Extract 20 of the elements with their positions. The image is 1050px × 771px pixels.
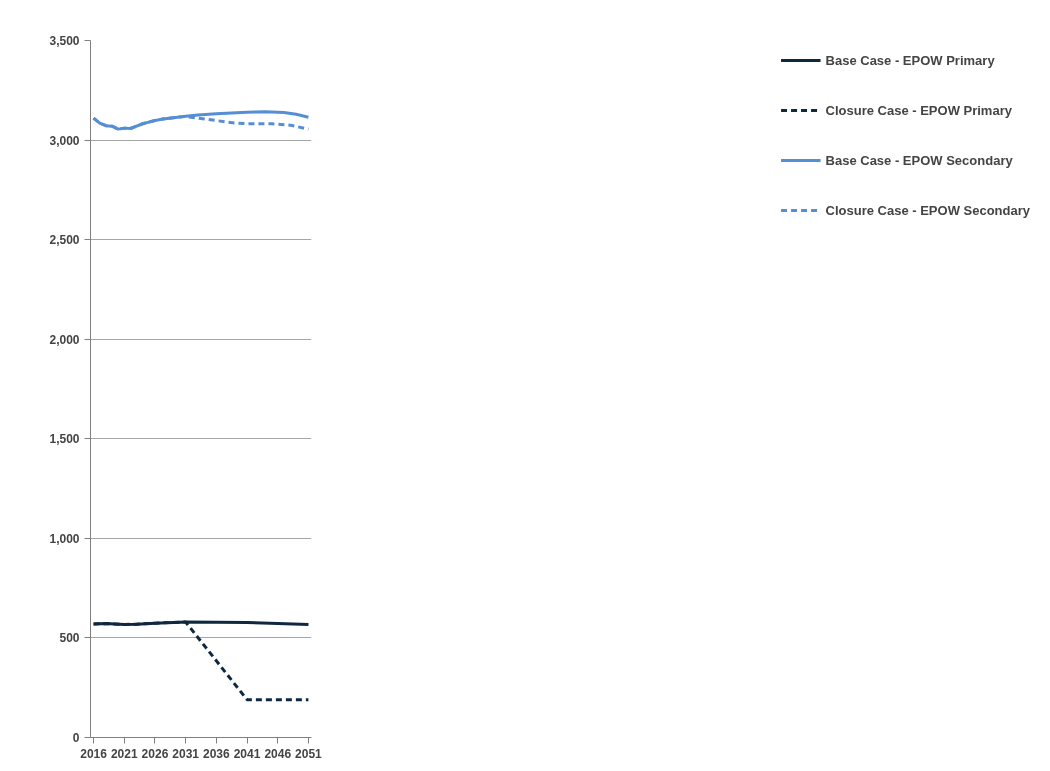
x-tick-label: 2021 [110, 746, 138, 761]
x-tick-label: 2051 [295, 746, 323, 761]
x-tick-label: 2041 [233, 746, 261, 761]
x-tick-label: 2046 [264, 746, 292, 761]
y-tick-label: 0 [72, 731, 80, 745]
y-tick-label: 2,000 [49, 332, 80, 347]
legend-label: Base Case - EPOW Primary [825, 52, 995, 68]
x-tick-label: 2016 [80, 746, 108, 761]
y-tick-label: 2,500 [49, 233, 80, 248]
y-tick-label: 500 [59, 631, 80, 646]
legend-label: Closure Case - EPOW Secondary [825, 202, 1030, 218]
x-tick-label: 2026 [141, 746, 169, 761]
y-tick-label: 3,000 [49, 133, 80, 148]
y-tick-label: 3,500 [49, 34, 80, 48]
legend-label: Closure Case - EPOW Primary [825, 102, 1012, 118]
y-tick-label: 1,000 [49, 531, 80, 546]
legend-label: Base Case - EPOW Secondary [825, 152, 1013, 168]
x-tick-label: 2036 [203, 746, 231, 761]
y-tick-label: 1,500 [49, 432, 80, 447]
x-tick-label: 2031 [172, 746, 200, 761]
